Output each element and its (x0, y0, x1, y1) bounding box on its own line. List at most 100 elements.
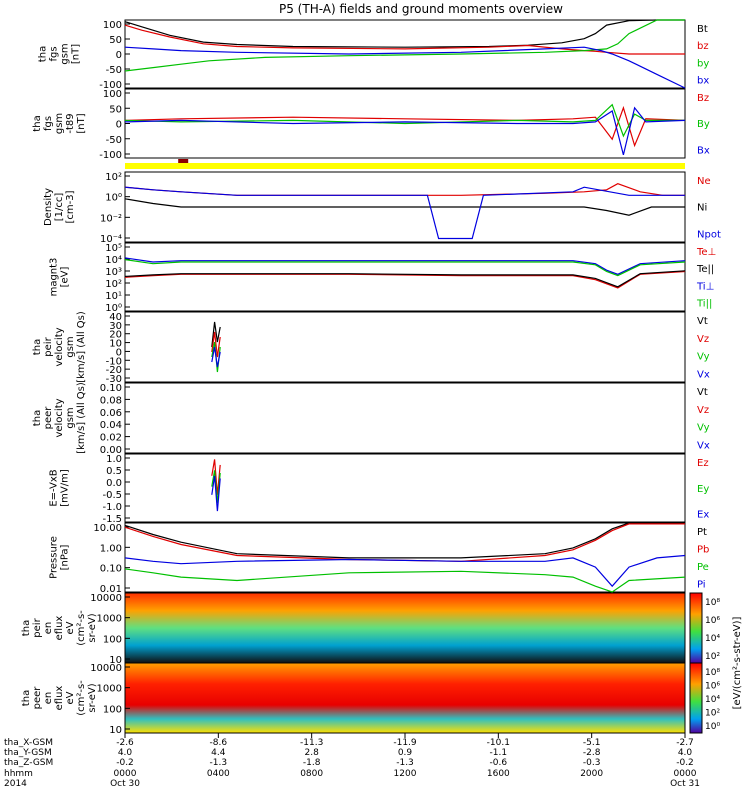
x-tick-label: -1.3 (210, 758, 228, 768)
legend-label: Vx (697, 440, 710, 451)
y-axis-title: peer (43, 406, 54, 430)
series-line-Bt (124, 19, 685, 48)
x-tick-label: -11.3 (300, 738, 323, 748)
x-tick-label: 4.4 (211, 748, 226, 758)
series-line-Vz (211, 331, 221, 358)
y-tick-label: 100 (103, 20, 122, 31)
series-line-Pe (124, 568, 686, 593)
y-tick-label: 0.10 (100, 383, 122, 394)
x-axis-labels: tha_X-GSMtha_Y-GSMtha_Z-GSMhhmm2014-2.64… (4, 733, 700, 789)
colorbars: 10⁸ 10⁶ 10⁴ 10² 10⁸ 10⁶ 10⁴ 10² 10⁰ [eV/(cm²-s-st… (689, 592, 743, 734)
legend-label: Pi (697, 579, 706, 590)
y-tick-label: -1.0 (102, 502, 122, 513)
colorbar (689, 662, 703, 734)
legend-label: Bz (697, 93, 709, 104)
y-tick-label: 0.04 (100, 420, 122, 431)
x-tick-label: -11.9 (393, 738, 417, 748)
x-tick-label: -1.8 (303, 758, 321, 768)
x-tick-label: -2.7 (676, 738, 694, 748)
x-tick-label: -8.6 (210, 738, 228, 748)
y-axis-title: en (43, 692, 54, 705)
legend-label: Ti|| (696, 299, 712, 310)
colorbar-tick-label: 10⁸ (705, 598, 720, 608)
y-tick-label: 100 (103, 89, 122, 100)
y-axis-title: tha (32, 410, 43, 426)
y-tick-label: 10⁻² (100, 213, 122, 224)
series-line-By (124, 103, 685, 138)
colorbar-tick-label: 10⁶ (705, 616, 720, 626)
y-tick-label: -30 (106, 374, 122, 385)
y-tick-label: 10⁻⁴ (100, 234, 122, 245)
x-row-label: tha_X-GSM (4, 738, 53, 748)
legend-label: bx (697, 76, 709, 87)
y-tick-label: 10² (105, 172, 122, 183)
y-tick-label: 10¹ (105, 291, 122, 302)
y-axis-title: [nT] (71, 44, 82, 64)
y-tick-label: 0.01 (100, 584, 122, 595)
panel-density: 10² 10⁰ 10⁻² 10⁻⁴ Density [1/cc] [cm-3] Ne Ni Npo… (43, 171, 721, 245)
y-tick-label: -0.5 (102, 490, 122, 501)
y-axis-title: gsm (54, 113, 65, 134)
x-tick-label: 0000 (674, 769, 697, 779)
y-tick-label: 10⁵ (105, 243, 122, 254)
series-line-Bx (124, 106, 686, 156)
page-title: P5 (TH-A) fields and ground moments over… (279, 2, 563, 16)
y-axis-title: [km/s] (All Qs) (76, 311, 87, 383)
y-axis-title: sr-eV) (87, 613, 98, 642)
y-axis-title: peir (32, 617, 43, 637)
colorbar-tick-label: 10² (705, 652, 720, 662)
y-axis-title: gsm (65, 407, 76, 428)
x-tick-label: 2000 (580, 769, 603, 779)
y-axis-title: eV (65, 691, 76, 704)
series-line-Pb (124, 523, 685, 562)
legend-label: Pe (697, 562, 709, 573)
y-tick-label: 1.00 (100, 543, 122, 554)
y-tick-label: 0.08 (100, 395, 122, 406)
y-axis-title: Pressure (49, 536, 60, 579)
legend-label: Bx (697, 145, 710, 156)
y-tick-label: 100 (103, 704, 122, 715)
y-tick-label: -100 (99, 150, 122, 161)
legend-label: Ex (697, 510, 709, 521)
colorbar (689, 592, 703, 664)
legend-label: Vy (697, 352, 710, 363)
x-tick-label: -0.2 (676, 758, 694, 768)
x-tick-label: 0400 (207, 769, 230, 779)
y-tick-label: -1.5 (102, 514, 122, 525)
panel-fgs-gsm-t89: 100 50 0 -50 -100 tha fgs gsm -t89 [nT] Bz By Bx (32, 88, 710, 161)
y-axis-title: eflux (54, 686, 65, 711)
legend-label: Ne (697, 176, 711, 187)
legend-label: Bt (697, 24, 708, 35)
y-tick-label: -50 (106, 65, 122, 76)
legend-label: Vz (697, 334, 709, 345)
panel-frame (124, 242, 686, 312)
legend-label: Npot (697, 229, 721, 240)
legend-label: Ey (697, 484, 709, 495)
x-tick-label: 4.0 (678, 748, 693, 758)
series-line-Pt (124, 522, 685, 559)
series-line-bx (124, 46, 686, 89)
y-tick-label: 0.06 (100, 408, 122, 419)
x-tick-label: 0000 (114, 769, 137, 779)
x-row-label: hhmm (4, 769, 33, 779)
series-line-Te (124, 270, 686, 289)
y-axis-title: [nT] (76, 113, 87, 133)
x-tick-label: -5.1 (583, 738, 601, 748)
y-tick-label: 30 (109, 321, 122, 332)
legend-label: bz (697, 41, 709, 52)
colorbar-tick-label: 10⁴ (705, 695, 720, 705)
panel-pressure: 10.00 1.00 0.10 0.01 Pressure [nPa] Pt Pb Pe Pi (49, 522, 709, 595)
y-tick-label: 40 (109, 312, 122, 323)
colorbar-tick-label: 10⁴ (705, 634, 720, 644)
y-tick-label: -50 (106, 135, 122, 146)
y-axis-title: [mV/m] (60, 469, 71, 507)
y-tick-label: 50 (109, 104, 122, 115)
x-tick-label: 0.9 (398, 748, 413, 758)
y-tick-label: 10² (105, 279, 122, 290)
y-tick-label: 10 (109, 339, 122, 350)
panel-peer-spectrogram: 10000 1000 100 10 tha peer en eflux eV (cm²-s-sr-… (21, 662, 686, 736)
panel-fgs-gsm: 100 50 0 -50 -100 tha fgs gsm [nT] Bt bz by bx (38, 19, 709, 91)
